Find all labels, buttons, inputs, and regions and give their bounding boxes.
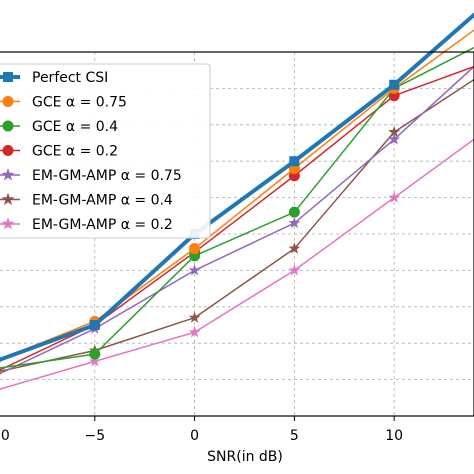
legend-entry: EM-GM-AMP α = 0.75 <box>0 168 182 184</box>
data-point <box>1 217 15 230</box>
data-point <box>288 242 301 254</box>
legend-label: EM-GM-AMP α = 0.75 <box>32 168 182 184</box>
data-point <box>2 145 14 156</box>
data-point <box>1 192 15 206</box>
data-point <box>3 72 13 82</box>
data-point <box>389 79 400 90</box>
data-point <box>89 348 101 360</box>
data-point <box>188 264 201 276</box>
data-point <box>88 355 101 367</box>
legend-entry: GCE α = 0.4 <box>0 119 118 135</box>
plot-frame <box>0 51 474 417</box>
data-point <box>288 216 301 229</box>
data-point <box>188 326 201 338</box>
legend-box <box>0 63 211 239</box>
series-6 <box>0 138 474 390</box>
x-axis-label: SNR(in dB) <box>207 449 283 465</box>
data-point <box>288 206 300 218</box>
x-tick-label: 0 <box>190 428 199 444</box>
legend-label: EM-GM-AMP α = 0.4 <box>32 193 173 209</box>
legend-entry: GCE α = 0.2 <box>0 144 118 160</box>
data-point <box>189 243 201 255</box>
data-point <box>0 366 1 371</box>
legend-label: GCE α = 0.4 <box>32 119 118 135</box>
data-point <box>2 96 14 107</box>
data-point <box>388 191 401 203</box>
legend-entry: EM-GM-AMP α = 0.2 <box>0 217 173 233</box>
data-point <box>0 374 1 375</box>
data-point <box>388 125 401 138</box>
x-tick-label: −10 <box>0 428 10 444</box>
data-point <box>89 320 100 330</box>
legend-label: Perfect CSI <box>32 70 108 86</box>
data-point <box>289 156 300 167</box>
legend-label: GCE α = 0.75 <box>32 95 127 111</box>
legend-label: GCE α = 0.2 <box>32 144 118 160</box>
data-point <box>388 133 401 145</box>
data-point <box>2 120 14 132</box>
x-tick-label: 5 <box>290 428 299 444</box>
legend-label: EM-GM-AMP α = 0.2 <box>32 217 173 233</box>
data-point <box>0 388 1 390</box>
x-tick-label: −5 <box>84 428 105 444</box>
data-point <box>0 370 1 375</box>
legend-entry: EM-GM-AMP α = 0.4 <box>0 193 173 209</box>
data-point <box>1 168 15 181</box>
legend-entry: Perfect CSI <box>0 70 108 86</box>
data-point <box>188 311 201 323</box>
x-tick-label: 10 <box>385 428 403 444</box>
data-point <box>288 264 301 276</box>
legend-entry: GCE α = 0.75 <box>0 95 127 111</box>
